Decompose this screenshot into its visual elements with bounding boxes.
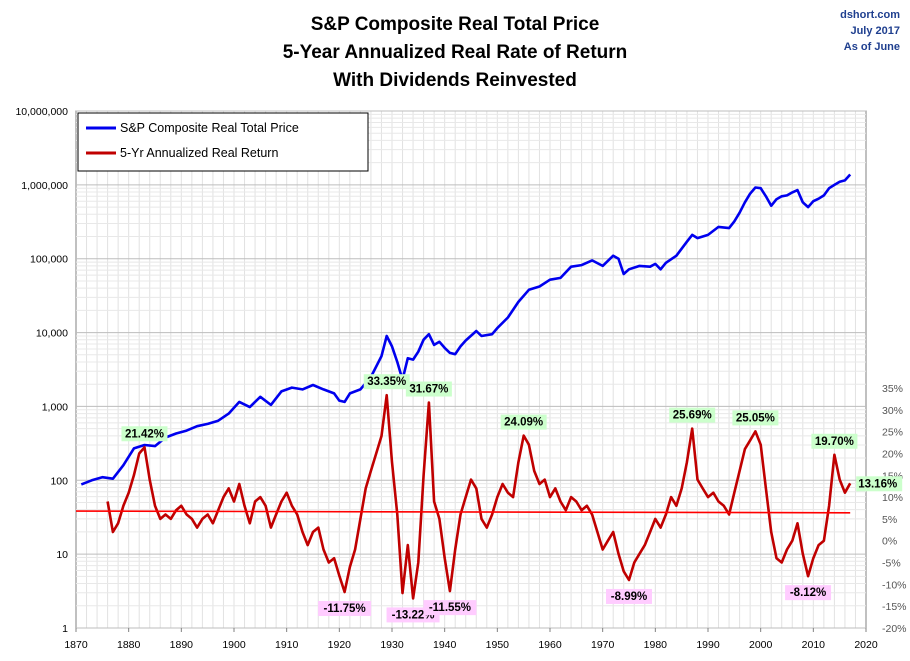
annotation-layer: 21.42% 33.35%31.67% 24.09% 25.69% 25.05% 19.7… [121,374,903,623]
chart-title-line-3: With Dividends Reinvested [333,70,577,91]
annotation-label-bg [500,414,547,430]
x-tick-label: 1960 [538,639,562,651]
annotation-label-bg [811,433,858,449]
y-left-tick-label: 100,000 [30,254,68,266]
annotation-label: -11.55% [429,602,471,614]
y-right-tick-label: 35% [882,383,903,395]
y-left-tick-label: 1,000 [42,401,68,413]
x-tick-label: 1900 [222,639,246,651]
as-of-label: As of June [844,41,900,53]
y-left-tick-label: 1,000,000 [21,180,68,192]
y-left-tick-label: 10,000,000 [15,106,68,118]
x-tick-label: 1970 [591,639,615,651]
grid-layer [75,110,867,629]
chart-title-line-1: S&P Composite Real Total Price [311,14,600,35]
annotation-label-bg [669,407,716,423]
annotation-label: -11.75% [323,603,365,615]
x-tick-label: 2010 [802,639,826,651]
y-right-tick-label: 20% [882,448,903,460]
y-right-tick-label: 25% [882,427,903,439]
legend-return-label: 5-Yr Annualized Real Return [120,146,278,160]
legend-price-label: S&P Composite Real Total Price [120,121,299,135]
annotation-label-bg [405,381,452,397]
y-right-tick-label: -5% [882,558,901,570]
y-right-tick-label: -20% [882,623,907,635]
annotation-label: 21.42% [125,428,164,440]
annotation-label-bg [318,601,372,616]
x-tick-label: 1940 [433,639,457,651]
annotation-label: 13.16% [858,478,897,490]
x-tick-label: 2020 [854,639,878,651]
x-tick-label: 1990 [696,639,720,651]
annotation-label: 19.70% [815,436,854,448]
annotation-label-bg [121,426,168,442]
x-tick-label: 1910 [275,639,299,651]
annotation-label-bg [785,585,832,601]
annotation-label-bg [606,588,652,604]
y-right-tick-label: 0% [882,536,897,548]
y-left-tick-label: 10 [56,549,68,561]
x-tick-label: 1880 [117,639,141,651]
chart-title-line-2: 5-Year Annualized Real Rate of Return [283,42,628,63]
series-layer [75,173,852,600]
annotation-label: 25.05% [736,412,775,424]
y-right-tick-label: 30% [882,405,903,417]
y-left-tick-label: 100 [50,475,68,487]
y-left-tick-label: 10,000 [36,328,68,340]
axis-layer: 1870 1880 1890 1900 1910 1920 1930 1940 1950 1960… [15,106,906,651]
x-tick-label: 1920 [328,639,352,651]
y-right-tick-label: 10% [882,492,903,504]
annotation-label: 31.67% [409,384,448,396]
annotation-label-bg [732,410,779,426]
annotation-label: -8.12% [790,587,826,599]
annotation-label: -8.99% [611,591,647,603]
x-tick-label: 1930 [380,639,404,651]
annotation-label-bg [363,374,410,390]
return-series-line [106,393,852,600]
annotation-label-bg [856,476,903,492]
x-tick-label: 2000 [749,639,773,651]
annotation-label-bg [423,600,477,616]
date-label: July 2017 [850,25,900,37]
annotation-label: 24.09% [504,417,543,429]
y-left-tick-label: 1 [62,623,68,635]
x-tick-label: 1950 [486,639,510,651]
y-right-tick-label: -15% [882,601,907,613]
return-trend-line [75,510,851,514]
annotation-label: 25.69% [673,410,712,422]
annotation-label: 33.35% [367,376,406,388]
y-right-tick-label: -10% [882,579,907,591]
x-tick-label: 1980 [644,639,668,651]
legend-box [77,112,369,172]
y-right-tick-label: 5% [882,514,897,526]
source-label: dshort.com [840,9,900,21]
x-tick-label: 1890 [170,639,194,651]
legend: S&P Composite Real Total Price 5-Yr Annu… [77,112,369,172]
price-series-line [80,173,852,486]
x-tick-label: 1870 [64,639,88,651]
